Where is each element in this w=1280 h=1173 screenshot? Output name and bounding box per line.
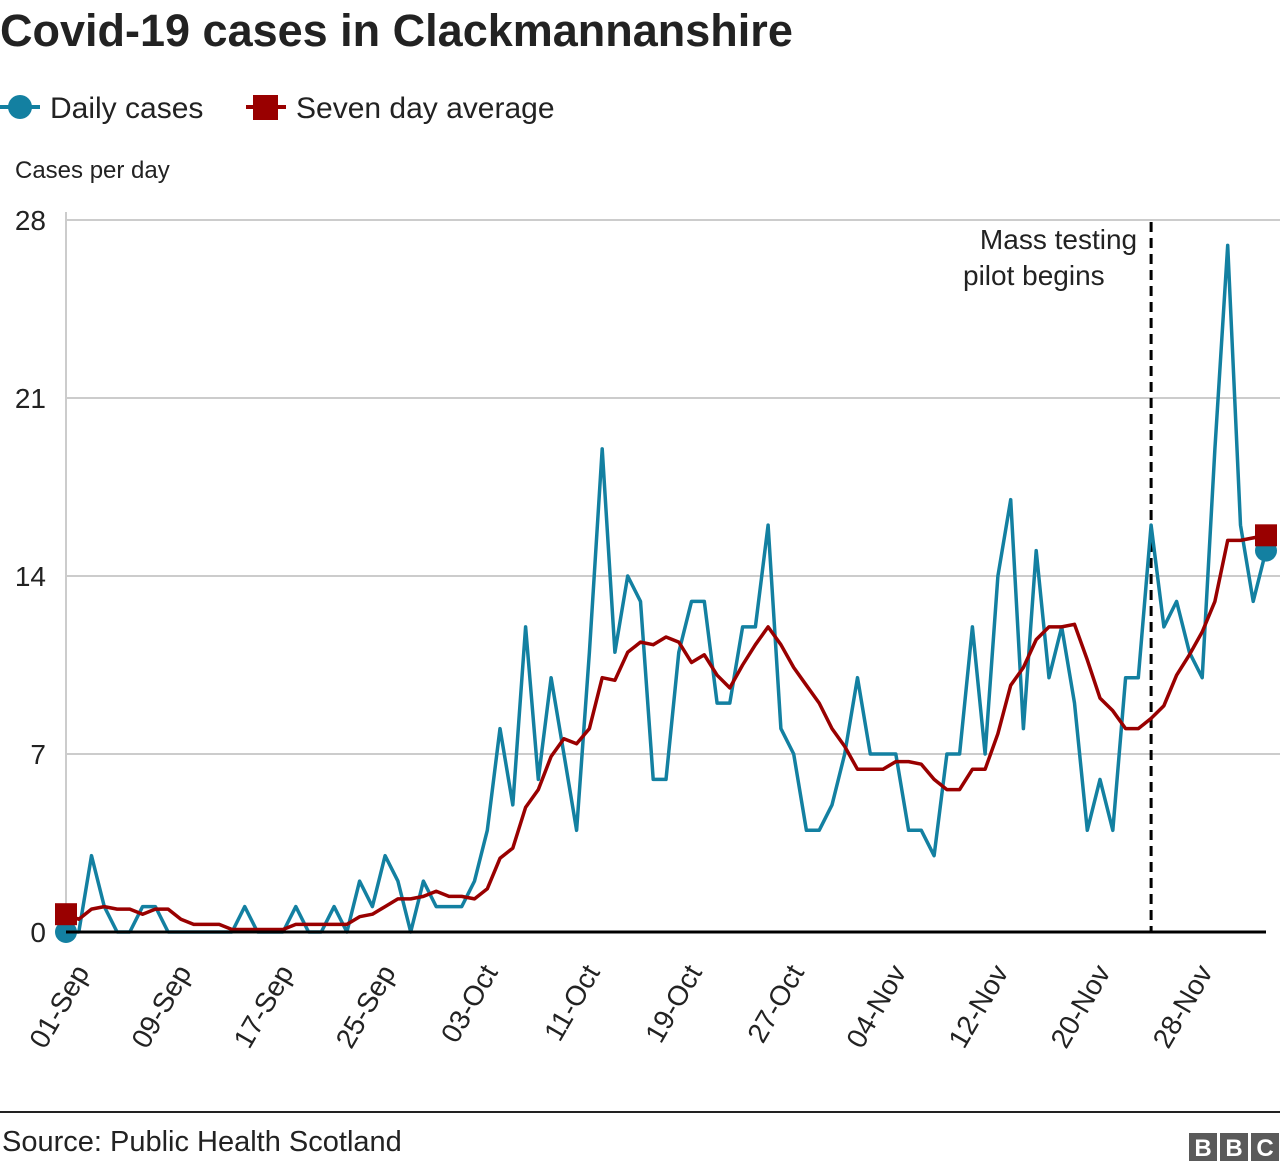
point-marker <box>1255 524 1277 547</box>
x-tick-label: 04-Nov <box>840 960 912 1054</box>
y-tick-label: 28 <box>15 205 46 236</box>
legend-circle-marker <box>8 95 32 119</box>
legend-item-seven-day-average: Seven day average <box>246 92 555 125</box>
x-tick-label: 09-Sep <box>125 960 197 1054</box>
logo-letter: C <box>1256 1135 1273 1162</box>
annotation-text: pilot begins <box>963 260 1105 291</box>
x-tick-labels: 01-Sep 09-Sep 17-Sep 25-Sep 03-Oct 11-Oct 19-O… <box>23 959 1218 1053</box>
legend-label: Daily cases <box>50 92 203 125</box>
logo-block <box>1220 1133 1248 1161</box>
legend-item-daily-cases: Daily cases <box>0 92 203 125</box>
x-tick-label: 20-Nov <box>1044 960 1116 1054</box>
series-line-seven-day-average <box>65 533 1267 932</box>
logo-letter: B <box>1225 1135 1242 1162</box>
source-text: Source: Public Health Scotland <box>2 1126 402 1158</box>
x-tick-label: 27-Oct <box>741 959 810 1047</box>
series-line-daily-cases <box>66 243 1268 934</box>
y-tick-label: 0 <box>30 917 46 948</box>
x-tick-label: 25-Sep <box>330 960 402 1054</box>
y-tick-label: 21 <box>15 383 46 414</box>
logo-block <box>1189 1133 1217 1161</box>
x-tick-label: 11-Oct <box>538 959 606 1046</box>
x-tick-label: 17-Sep <box>227 960 299 1054</box>
annotation-text: Mass testing <box>980 224 1137 255</box>
y-tick-labels: 0 7 14 21 28 <box>15 205 46 948</box>
y-tick-label: 7 <box>30 739 46 770</box>
x-tick-label: 28-Nov <box>1147 960 1219 1054</box>
y-tick-label: 14 <box>15 561 46 592</box>
annotation: Mass testing pilot begins <box>963 222 1153 932</box>
x-tick-label: 01-Sep <box>23 960 95 1054</box>
x-tick-label: 12-Nov <box>942 960 1014 1054</box>
legend-square-marker <box>253 95 278 120</box>
logo-letter: B <box>1194 1135 1211 1162</box>
gridlines <box>65 212 1280 932</box>
y-axis-label: Cases per day <box>15 157 170 184</box>
legend: Daily cases Seven day average <box>0 92 555 125</box>
legend-label: Seven day average <box>296 92 555 125</box>
point-marker <box>55 903 77 926</box>
chart-title: Covid-19 cases in Clackmannanshire <box>0 5 793 56</box>
logo-block <box>1251 1133 1279 1161</box>
x-tick-label: 19-Oct <box>639 959 708 1047</box>
x-tick-label: 03-Oct <box>435 959 504 1047</box>
series-lines <box>55 243 1277 943</box>
